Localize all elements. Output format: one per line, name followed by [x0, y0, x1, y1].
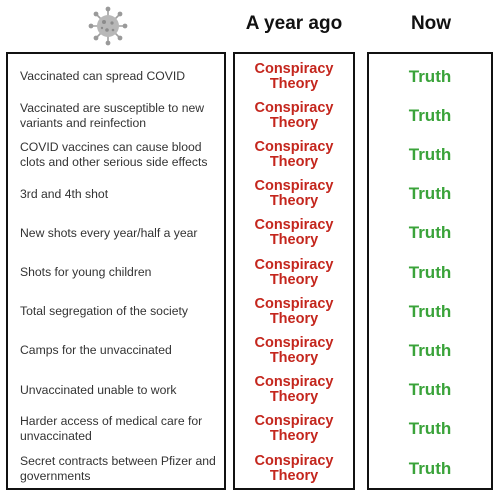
table-row: New shots every year/half a year Conspira…: [0, 214, 500, 253]
a-year-ago-verdict: Conspiracy Theory: [254, 452, 334, 484]
coronavirus-icon: [88, 6, 128, 46]
table-row: Vaccinated can spread COVID Conspiracy Th…: [0, 57, 500, 96]
now-verdict: Truth: [408, 223, 452, 243]
claim-text: Shots for young children: [20, 265, 152, 279]
claim-text: Harder access of medical care for unvacc…: [20, 414, 203, 444]
table-row: COVID vaccines can cause blood clots and…: [0, 135, 500, 174]
table-row: 3rd and 4th shot Conspiracy Theory Truth: [0, 175, 500, 214]
a-year-ago-verdict: Conspiracy Theory: [254, 256, 334, 288]
now-verdict: Truth: [408, 380, 452, 400]
a-year-ago-verdict: Conspiracy Theory: [254, 178, 334, 210]
column-header-now: Now: [410, 13, 452, 34]
a-year-ago-verdict: Conspiracy Theory: [254, 413, 334, 445]
now-verdict: Truth: [408, 301, 452, 321]
table-row: Vaccinated are susceptible to new varian…: [0, 96, 500, 135]
now-verdict: Truth: [408, 144, 452, 164]
claim-text: 3rd and 4th shot: [20, 186, 109, 201]
now-verdict: Truth: [408, 340, 452, 360]
claim-text: COVID vaccines can cause blood clots and…: [20, 139, 208, 169]
a-year-ago-verdict: Conspiracy Theory: [254, 334, 334, 366]
claim-text: Secret contracts between Pfizer and gove…: [20, 453, 216, 483]
a-year-ago-verdict: Conspiracy Theory: [254, 374, 334, 406]
claim-text: Total segregation of the society: [20, 304, 189, 319]
table-row: Camps for the unvaccinated Conspiracy The…: [0, 331, 500, 370]
a-year-ago-verdict: Conspiracy Theory: [254, 138, 334, 170]
now-column-box: [367, 52, 493, 490]
now-verdict: Truth: [408, 262, 452, 282]
column-header-a-year-ago: A year ago: [245, 13, 343, 34]
a-year-ago-column-box: [233, 52, 355, 490]
a-year-ago-verdict: Conspiracy Theory: [254, 217, 334, 249]
a-year-ago-verdict: Conspiracy Theory: [254, 295, 334, 327]
now-verdict: Truth: [408, 184, 452, 204]
now-verdict: Truth: [408, 105, 452, 125]
now-verdict: Truth: [408, 458, 452, 478]
claim-text: Camps for the unvaccinated: [20, 343, 172, 358]
now-verdict: Truth: [408, 66, 452, 86]
a-year-ago-verdict: Conspiracy Theory: [254, 60, 334, 92]
a-year-ago-verdict: Conspiracy Theory: [254, 99, 334, 131]
table-row: Unvaccinated unable to work Conspiracy Th…: [0, 371, 500, 410]
claim-text: Unvaccinated unable to work: [20, 382, 177, 397]
now-verdict: Truth: [408, 419, 452, 439]
claim-text: Vaccinated can spread COVID: [20, 69, 186, 83]
table-row: Total segregation of the society Conspira…: [0, 292, 500, 331]
claim-text: Vaccinated are susceptible to new varian…: [20, 100, 205, 130]
claim-text: New shots every year/half a year: [20, 225, 198, 240]
table-row: Shots for young children Conspiracy Theor…: [0, 253, 500, 292]
table-row: Secret contracts between Pfizer and gove…: [0, 449, 500, 488]
claims-column-box: [6, 52, 226, 490]
table-row: Harder access of medical care for unvacc…: [0, 410, 500, 449]
